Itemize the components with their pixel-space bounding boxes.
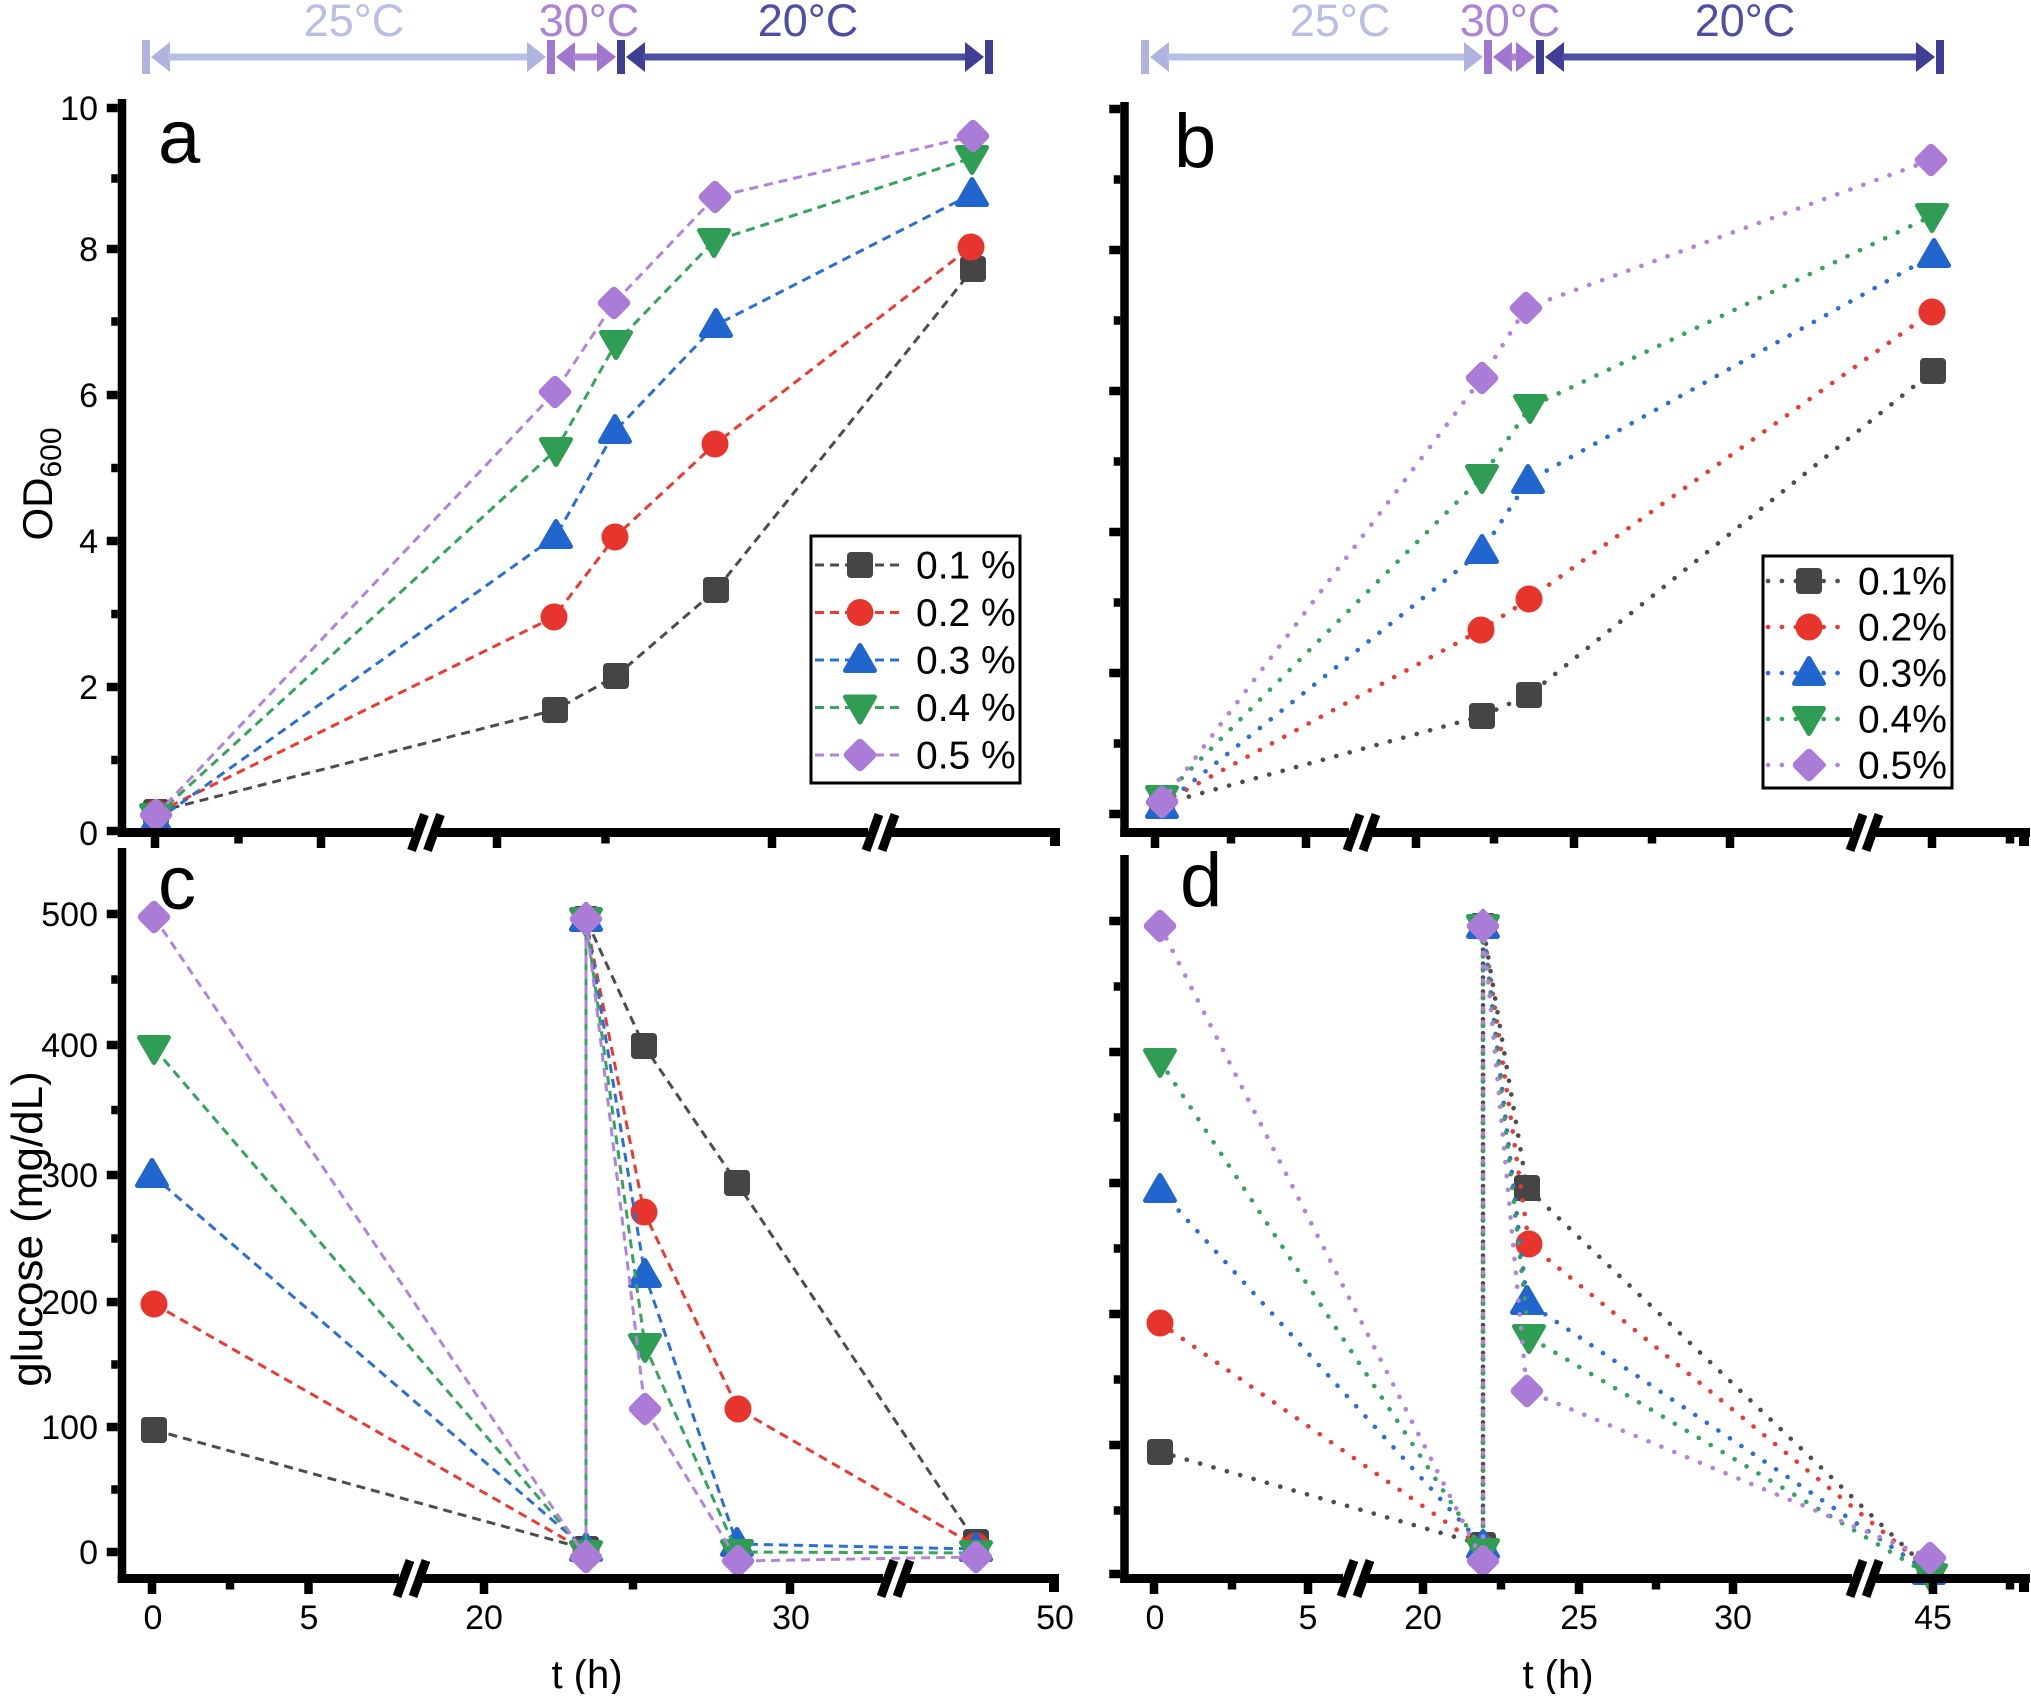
svg-text:t (h): t (h)	[551, 1653, 622, 1694]
svg-text:30: 30	[772, 1599, 810, 1637]
svg-text:a: a	[158, 95, 201, 180]
svg-text:4: 4	[79, 523, 98, 561]
svg-text:5: 5	[300, 1599, 319, 1637]
svg-text:25°C: 25°C	[1290, 0, 1391, 46]
svg-text:20°C: 20°C	[1695, 0, 1796, 46]
svg-text:0.4 %: 0.4 %	[916, 687, 1016, 730]
svg-text:d: d	[1180, 838, 1222, 923]
svg-text:0.3 %: 0.3 %	[916, 640, 1016, 683]
svg-text:200: 200	[41, 1284, 98, 1322]
svg-text:45: 45	[1914, 1599, 1952, 1637]
svg-text:0.4%: 0.4%	[1858, 699, 1947, 742]
svg-text:OD600: OD600	[14, 427, 68, 540]
svg-text:0: 0	[79, 1534, 98, 1572]
svg-text:30: 30	[1714, 1599, 1752, 1637]
svg-text:30°C: 30°C	[1460, 0, 1561, 46]
svg-text:20: 20	[1404, 1599, 1442, 1637]
svg-text:t (h): t (h)	[1522, 1653, 1593, 1694]
svg-text:25°C: 25°C	[304, 0, 405, 46]
svg-text:6: 6	[79, 377, 98, 415]
svg-text:0: 0	[79, 815, 98, 853]
svg-text:0.1%: 0.1%	[1858, 561, 1947, 604]
svg-text:100: 100	[41, 1409, 98, 1447]
svg-text:0.5%: 0.5%	[1858, 745, 1947, 788]
svg-text:0.5 %: 0.5 %	[916, 735, 1016, 778]
svg-text:20°C: 20°C	[758, 0, 859, 46]
svg-text:c: c	[158, 841, 196, 926]
svg-text:30°C: 30°C	[539, 0, 640, 46]
svg-text:0.1 %: 0.1 %	[916, 545, 1016, 588]
svg-text:0.2 %: 0.2 %	[916, 592, 1016, 635]
svg-text:500: 500	[41, 896, 98, 934]
svg-text:25: 25	[1560, 1599, 1598, 1637]
svg-text:glucose (mg/dL): glucose (mg/dL)	[3, 1071, 52, 1386]
svg-text:0.3%: 0.3%	[1858, 653, 1947, 696]
svg-text:400: 400	[41, 1027, 98, 1065]
svg-text:5: 5	[1299, 1599, 1318, 1637]
svg-text:0: 0	[144, 1599, 163, 1637]
svg-text:10: 10	[60, 90, 98, 128]
svg-text:0.2%: 0.2%	[1858, 607, 1947, 650]
svg-text:300: 300	[41, 1157, 98, 1195]
svg-text:50: 50	[1036, 1599, 1074, 1637]
svg-text:0: 0	[1146, 1599, 1165, 1637]
svg-text:b: b	[1174, 99, 1216, 184]
svg-text:20: 20	[465, 1599, 503, 1637]
svg-text:8: 8	[79, 231, 98, 269]
svg-text:2: 2	[79, 669, 98, 707]
